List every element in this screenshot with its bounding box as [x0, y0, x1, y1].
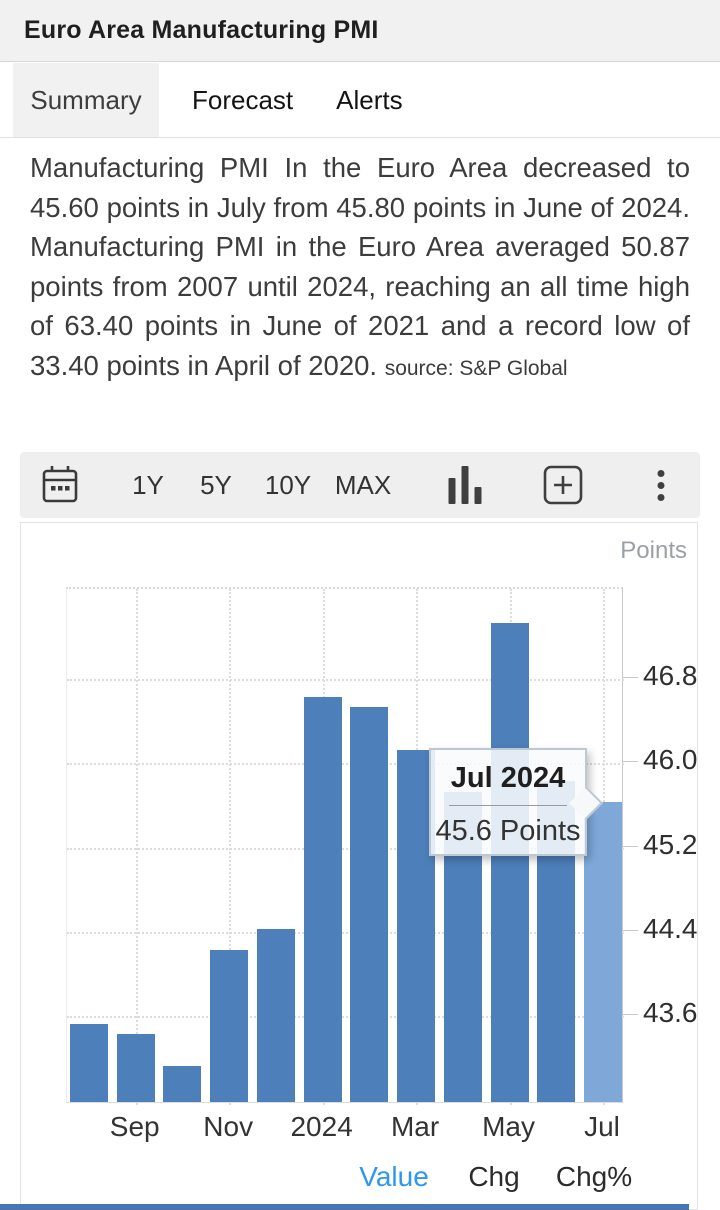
tab-alerts[interactable]: Alerts	[336, 84, 403, 115]
y-axis-label: 44.4	[643, 912, 698, 944]
source-label: source: S&P Global	[384, 356, 568, 380]
y-axis-label: 46.8	[643, 659, 698, 691]
x-axis-label: Sep	[109, 1111, 160, 1142]
bar-aug-2023[interactable]	[70, 1023, 108, 1102]
y-axis-label: 43.6	[643, 997, 698, 1029]
bar-jan-2024[interactable]	[303, 696, 342, 1102]
tooltip-value: 45.6 Points	[435, 815, 581, 847]
h-gridline	[67, 1016, 624, 1019]
x-axis-label: Nov	[203, 1111, 254, 1142]
h-gridline	[67, 931, 624, 934]
y-axis-tick	[623, 929, 638, 931]
h-gridline	[67, 763, 624, 766]
legend-item-value[interactable]: Value	[359, 1161, 429, 1192]
bar-jul-2024[interactable]	[584, 802, 623, 1102]
h-gridline	[67, 678, 624, 681]
tooltip-title: Jul 2024	[450, 762, 566, 794]
x-axis-label: Jul	[584, 1111, 620, 1142]
y-axis-tick	[623, 1014, 638, 1016]
calendar-icon	[39, 463, 81, 507]
v-gridline	[229, 589, 232, 1105]
tab-bar: Summary Forecast Alerts	[0, 63, 720, 138]
x-axis-label: May	[482, 1111, 536, 1142]
tab-summary[interactable]: Summary	[13, 63, 159, 137]
y-axis-tick	[623, 845, 638, 847]
x-axis-label: 2024	[290, 1111, 353, 1142]
range-1y-button[interactable]: 1Y	[132, 469, 164, 500]
y-axis-tick	[623, 761, 638, 763]
y-axis-label: 46.0	[643, 744, 698, 776]
x-axis-label: Mar	[390, 1111, 440, 1142]
more-options-button[interactable]	[657, 452, 665, 518]
y-axis-unit-label: Points	[620, 537, 687, 564]
tab-forecast[interactable]: Forecast	[192, 84, 294, 115]
bar-may-2024[interactable]	[490, 622, 529, 1102]
y-axis-tick	[623, 676, 638, 678]
add-compare-button[interactable]	[541, 452, 585, 518]
chart-tooltip: Jul 2024 45.6 Points	[429, 748, 603, 856]
bottom-accent-bar	[0, 1204, 689, 1210]
calendar-button[interactable]	[39, 452, 81, 518]
bar-chart-icon	[448, 466, 482, 504]
bar-feb-2024[interactable]	[350, 707, 389, 1102]
chart-type-button[interactable]	[448, 452, 482, 518]
bar-oct-2023[interactable]	[163, 1066, 202, 1102]
range-max-button[interactable]: MAX	[334, 469, 392, 500]
page-title: Euro Area Manufacturing PMI	[24, 16, 379, 44]
tooltip-divider	[449, 805, 567, 806]
y-axis-label: 45.2	[643, 828, 698, 860]
legend-item-chg[interactable]: Chg	[468, 1161, 520, 1192]
bar-sep-2023[interactable]	[116, 1034, 155, 1102]
bar-dec-2023[interactable]	[256, 928, 295, 1102]
bar-mar-2024[interactable]	[397, 749, 436, 1102]
bar-nov-2023[interactable]	[210, 950, 249, 1102]
chart-card: Points 43.6 44.4 45.2 46.0 46.8 Sep Nov 2024 Mar…	[20, 522, 698, 1210]
page-header: Euro Area Manufacturing PMI	[0, 0, 720, 62]
range-10y-button[interactable]: 10Y	[264, 469, 312, 500]
summary-paragraph: Manufacturing PMI In the Euro Area decre…	[30, 148, 690, 388]
h-gridline	[67, 847, 624, 850]
chart-toolbar: 1Y 5Y 10Y MAX	[20, 452, 700, 518]
range-5y-button[interactable]: 5Y	[200, 469, 232, 500]
v-gridline	[135, 589, 138, 1105]
summary-text: Manufacturing PMI In the Euro Area decre…	[30, 152, 690, 381]
more-options-icon	[657, 469, 665, 501]
add-to-compare-icon	[541, 463, 585, 507]
legend-item-chg-pct[interactable]: Chg%	[555, 1161, 633, 1192]
